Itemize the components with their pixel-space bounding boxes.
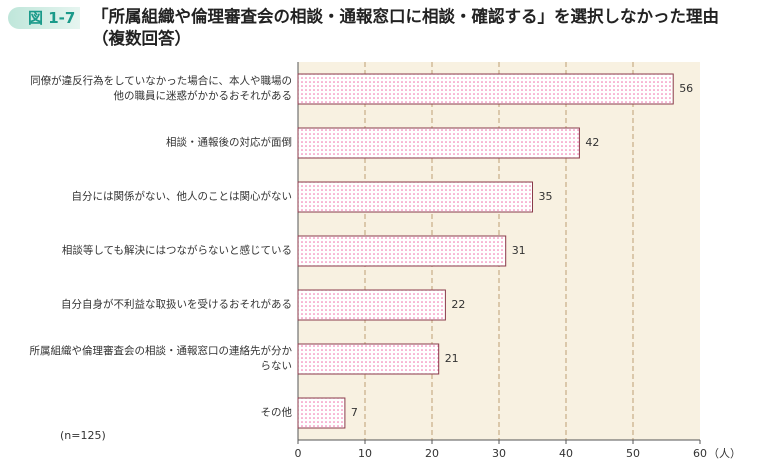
x-tick-label: 60 [693,447,707,460]
bar [297,181,533,213]
y-tick-label: その他 [260,406,293,419]
x-tick-label: 30 [492,447,506,460]
y-tick-label: 相談・通報後の対応が面倒 [166,136,292,149]
bar [297,289,446,321]
y-tick-label: 相談等しても解決にはつながらないと感じている [61,244,292,257]
y-tick-label: 同僚が違反行為をしていなかった場合に、本人や職場の他の職員に迷惑がかかるおそれが… [30,75,292,102]
value-label: 22 [451,298,465,311]
value-label: 7 [351,406,358,419]
x-tick-label: 50 [626,447,640,460]
chart-title: 「所属組織や倫理審査会の相談・通報窓口に相談・確認する」を選択しなかった理由（複… [92,7,719,48]
bar [297,127,580,159]
x-tick-label: 10 [358,447,372,460]
x-axis-label: （人） [708,447,741,460]
note: (n=125) [60,429,106,442]
y-tick-label: 自分自身が不利益な取扱いを受けるおそれがある [61,298,292,311]
value-label: 42 [585,136,599,149]
figure-label: 図 1-7 [8,7,80,29]
value-label: 56 [679,82,693,95]
bar [297,235,507,267]
y-tick-label: 所属組織や倫理審査会の相談・通報窓口の連絡先が分からない [29,345,293,372]
value-label: 31 [512,244,526,257]
y-tick-label: 自分には関係がない、他人のことは関心がない [71,190,293,203]
x-tick-label: 20 [425,447,439,460]
bar [297,73,674,105]
value-label: 35 [539,190,553,203]
x-tick-label: 40 [559,447,573,460]
value-label: 21 [445,352,459,365]
bar [297,343,440,375]
x-tick-label: 0 [295,447,302,460]
bar [297,397,346,429]
